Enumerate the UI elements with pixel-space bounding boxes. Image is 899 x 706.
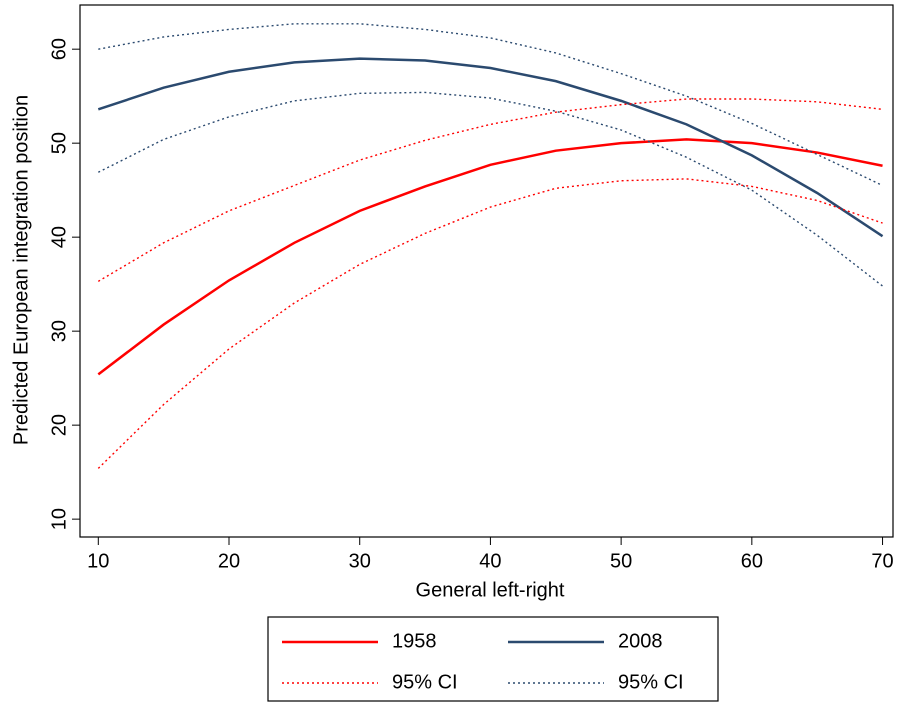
ci-line bbox=[97, 178, 883, 469]
plot-frame bbox=[79, 4, 894, 538]
ci-line bbox=[98, 23, 883, 187]
legend-label: 1958 bbox=[392, 630, 437, 652]
series-line bbox=[97, 57, 884, 238]
legend-label: 95% CI bbox=[392, 671, 458, 693]
x-tick-label: 30 bbox=[349, 550, 371, 572]
x-tick-label: 10 bbox=[87, 550, 109, 572]
legend-label: 2008 bbox=[618, 630, 663, 652]
y-tick-label: 50 bbox=[48, 132, 70, 154]
x-axis-title: General left-right bbox=[416, 579, 565, 601]
y-tick-label: 30 bbox=[48, 320, 70, 342]
legend-label: 95% CI bbox=[618, 671, 684, 693]
ci-line bbox=[97, 91, 883, 287]
ci-line bbox=[97, 98, 883, 282]
y-tick-label: 60 bbox=[48, 38, 70, 60]
y-tick-label: 10 bbox=[48, 508, 70, 530]
legend-box bbox=[267, 616, 719, 702]
y-axis-title: Predicted European integration position bbox=[10, 95, 32, 445]
x-tick-label: 60 bbox=[741, 550, 763, 572]
series-line bbox=[97, 138, 883, 376]
x-tick-label: 50 bbox=[610, 550, 632, 572]
x-tick-label: 40 bbox=[479, 550, 501, 572]
x-tick-label: 20 bbox=[218, 550, 240, 572]
y-tick-label: 40 bbox=[48, 226, 70, 248]
x-tick-label: 70 bbox=[871, 550, 893, 572]
y-tick-label: 20 bbox=[48, 414, 70, 436]
